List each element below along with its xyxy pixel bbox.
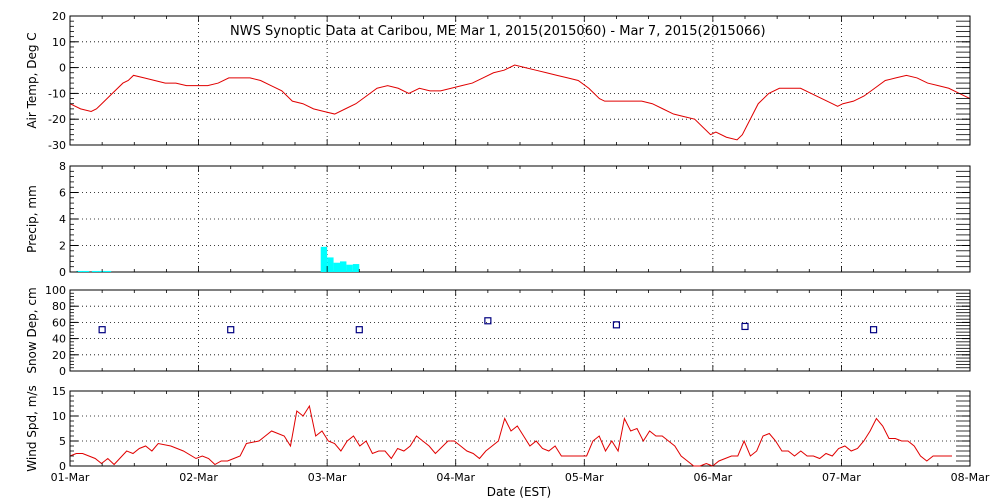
y-tick-label: -10	[48, 87, 66, 100]
precip-bar	[104, 270, 112, 272]
y-tick-label: 60	[52, 316, 66, 329]
y-tick-label: -30	[48, 139, 66, 152]
x-tick-label: 01-Mar	[51, 471, 90, 484]
y-tick-label: 5	[59, 435, 66, 448]
x-tick-label: 02-Mar	[179, 471, 218, 484]
x-axis-label: Date (EST)	[487, 485, 551, 499]
precip-bar	[82, 270, 90, 272]
y-axis-label-precip: Precip, mm	[25, 185, 39, 253]
panel-frame-snow_depth	[69, 289, 971, 372]
snow-depth-marker	[98, 326, 106, 334]
y-tick-label: 4	[59, 213, 66, 226]
snow-depth-marker	[612, 321, 621, 329]
y-axis-label-wind_speed: Wind Spd, m/s	[25, 385, 39, 471]
y-tick-label: 20	[52, 10, 66, 23]
y-axis-label-air_temp: Air Temp, Deg C	[25, 32, 39, 128]
y-tick-label: 0	[59, 62, 66, 75]
panel-frame-wind_speed	[69, 390, 971, 467]
snow-depth-marker	[869, 326, 878, 334]
y-tick-label: 6	[59, 187, 66, 200]
y-tick-label: 100	[45, 284, 66, 297]
y-axis-label-snow_depth: Snow Dep, cm	[25, 287, 39, 373]
precip-bar	[333, 262, 340, 272]
axis-ticks	[69, 15, 971, 467]
precip-bar	[98, 270, 105, 272]
snow-depth-marker	[741, 322, 749, 331]
y-tick-label: 20	[52, 349, 66, 362]
precip-bar	[327, 257, 334, 272]
series-line-wind_speed	[69, 404, 952, 467]
y-tick-label: 0	[59, 460, 66, 473]
y-tick-label: 2	[59, 240, 66, 253]
y-tick-label: -20	[48, 113, 66, 126]
precip-bar	[352, 264, 360, 272]
snow-depth-marker	[484, 317, 492, 325]
precip-bar	[91, 270, 99, 272]
precip-bar	[340, 261, 347, 272]
x-tick-label: 05-Mar	[565, 471, 604, 484]
chart-title: NWS Synoptic Data at Caribou, ME Mar 1, …	[230, 24, 766, 39]
x-tick-label: 08-Mar	[951, 471, 990, 484]
y-tick-label: 0	[59, 365, 66, 378]
y-tick-label: 80	[52, 300, 66, 313]
precip-bar	[346, 264, 353, 272]
x-tick-label: 06-Mar	[693, 471, 732, 484]
panel-grids	[70, 16, 970, 466]
x-tick-label: 03-Mar	[308, 471, 347, 484]
panel-frames	[69, 15, 971, 467]
y-tick-label: 10	[52, 36, 66, 49]
chart-series	[69, 64, 971, 467]
y-tick-label: 0	[59, 266, 66, 279]
precip-bar	[320, 246, 328, 272]
y-tick-label: 10	[52, 410, 66, 423]
series-line-air_temp	[69, 64, 971, 141]
y-tick-label: 8	[59, 160, 66, 173]
x-tick-label: 07-Mar	[822, 471, 861, 484]
snow-depth-marker	[355, 326, 363, 334]
y-tick-label: 15	[52, 385, 66, 398]
precip-bar	[76, 270, 83, 272]
x-tick-label: 04-Mar	[436, 471, 475, 484]
snow-depth-marker	[227, 326, 235, 334]
y-tick-label: 40	[52, 333, 66, 346]
